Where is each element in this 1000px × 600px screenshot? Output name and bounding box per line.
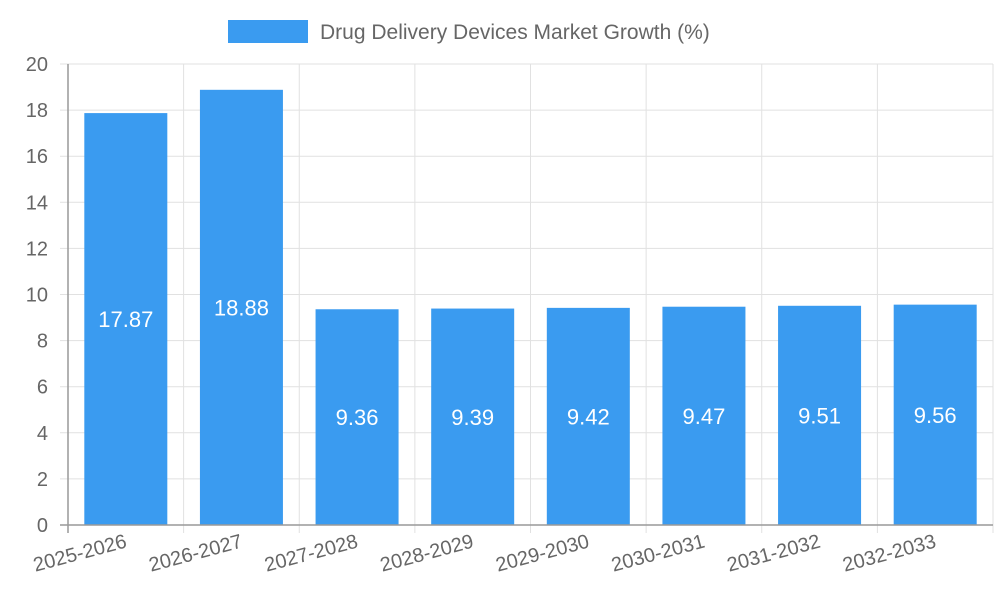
bars [84,89,977,525]
x-tick-label: 2025-2026 [31,531,129,577]
y-tick-label: 0 [37,515,48,537]
bar-value-label: 17.87 [98,307,153,332]
y-tick-label: 12 [26,238,48,260]
y-tick-label: 8 [37,331,48,353]
bar [315,309,399,525]
x-tick-labels: 2025-2026 2026-2027 2027-2028 2028-2029 2029… [31,531,938,577]
x-tick-label: 2030-2031 [609,531,707,577]
bar-value-label: 9.51 [798,403,841,428]
x-tick-label: 2026-2027 [147,531,245,577]
bar-value-label: 18.88 [214,295,269,320]
y-tick-label: 10 [26,285,48,307]
y-tick-label: 14 [26,192,48,214]
x-tick-label: 2031-2032 [725,531,823,577]
legend-label: Drug Delivery Devices Market Growth (%) [320,21,710,44]
legend-swatch [228,20,308,43]
y-tick-label: 18 [26,100,48,122]
bar [893,304,977,525]
y-tick-label: 4 [37,423,48,445]
x-tick-label: 2029-2030 [494,531,592,577]
y-tick-label: 2 [37,469,48,491]
y-tick-labels: 0 2 4 6 8 10 12 14 16 18 20 [26,54,48,537]
x-tick-label: 2028-2029 [378,531,476,577]
bar-value-label: 9.47 [683,404,726,429]
bar-value-label: 9.56 [914,403,957,428]
x-tick-label: 2032-2033 [840,531,938,577]
bar [546,307,630,525]
bar [778,305,862,525]
x-tick-label: 2027-2028 [262,531,360,577]
bar-labels: 17.87 18.88 9.36 9.39 9.42 9.47 9.51 9.56 [98,295,956,430]
bar [84,113,168,525]
y-tick-label: 6 [37,377,48,399]
bar-value-label: 9.36 [336,405,379,430]
bar [199,89,283,525]
bar [431,308,515,525]
y-tick-label: 16 [26,146,48,168]
axes [60,64,993,533]
y-tick-label: 20 [26,54,48,76]
legend: Drug Delivery Devices Market Growth (%) [228,20,710,44]
bar-value-label: 9.42 [567,404,610,429]
bar-value-label: 9.39 [451,405,494,430]
bar [662,306,746,525]
